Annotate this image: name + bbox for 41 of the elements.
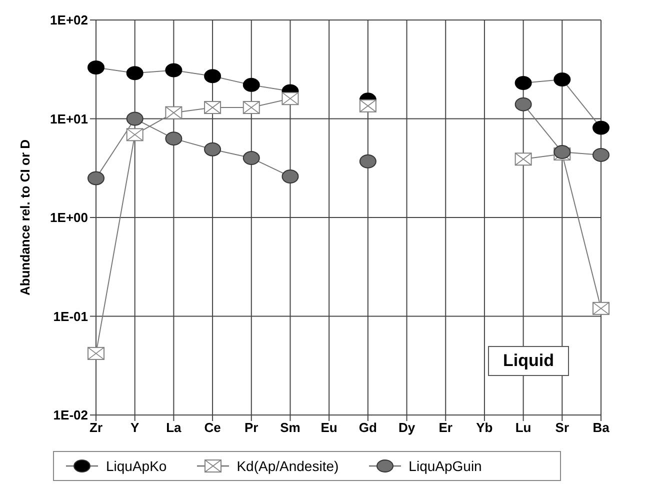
point: [359, 154, 376, 168]
x-tick-label: Er: [438, 420, 452, 436]
point: [592, 120, 610, 135]
point: [204, 69, 222, 84]
point: [282, 170, 299, 184]
x-tick-label: La: [166, 420, 182, 436]
point: [204, 142, 222, 156]
x-tick-label: Y: [130, 420, 140, 436]
x-tick-label: Pr: [244, 420, 258, 436]
y-axis-title: Abundance rel. to CI or D: [18, 139, 33, 296]
x-tick-label: Ba: [592, 420, 610, 436]
point: [592, 148, 610, 162]
point: [126, 112, 144, 126]
point: [514, 97, 532, 112]
legend-label: LiquApGuin: [408, 458, 482, 474]
point: [165, 132, 182, 146]
legend-label: LiquApKo: [106, 458, 167, 474]
x-tick-label: Dy: [398, 420, 416, 436]
y-tick-label: 1E-02: [53, 408, 88, 423]
y-tick-label: 1E+00: [50, 210, 88, 226]
point: [88, 60, 104, 75]
point: [554, 72, 571, 86]
x-tick-label: Sr: [555, 420, 570, 436]
point: [88, 171, 104, 186]
x-tick-label: Lu: [515, 420, 532, 436]
y-tick-label: 1E+02: [50, 12, 88, 28]
x-tick-label: Eu: [320, 420, 338, 436]
point: [242, 78, 260, 92]
x-tick-label: Ce: [204, 420, 221, 436]
annotation: Liquid: [488, 346, 569, 376]
point: [165, 63, 182, 78]
y-tick-label: 1E+01: [50, 111, 88, 126]
legend-label: Kd(Ap/Andesite): [236, 458, 339, 474]
y-tick-label: 1E-01: [53, 308, 88, 324]
point: [514, 76, 532, 90]
x-tick-label: Yb: [476, 420, 493, 436]
point: [126, 66, 144, 80]
point: [242, 151, 260, 166]
x-tick-label: Gd: [358, 420, 378, 436]
x-tick-label: Sm: [280, 420, 300, 436]
x-tick-label: Zr: [90, 420, 102, 436]
